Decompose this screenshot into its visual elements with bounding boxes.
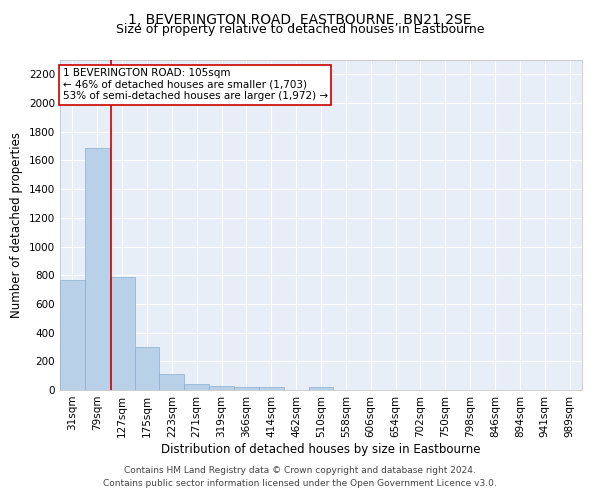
Bar	[134, 347, 160, 390]
Bar	[85, 148, 110, 390]
Bar	[110, 276, 134, 390]
X-axis label: Distribution of detached houses by size in Eastbourne: Distribution of detached houses by size …	[161, 442, 481, 456]
Bar	[209, 386, 234, 390]
Text: Contains HM Land Registry data © Crown copyright and database right 2024.
Contai: Contains HM Land Registry data © Crown c…	[103, 466, 497, 487]
Bar	[184, 384, 209, 390]
Bar	[234, 387, 259, 390]
Bar	[60, 280, 85, 390]
Bar	[259, 387, 284, 390]
Bar	[160, 374, 184, 390]
Text: 1, BEVERINGTON ROAD, EASTBOURNE, BN21 2SE: 1, BEVERINGTON ROAD, EASTBOURNE, BN21 2S…	[128, 12, 472, 26]
Text: 1 BEVERINGTON ROAD: 105sqm
← 46% of detached houses are smaller (1,703)
53% of s: 1 BEVERINGTON ROAD: 105sqm ← 46% of deta…	[62, 68, 328, 102]
Bar	[308, 387, 334, 390]
Text: Size of property relative to detached houses in Eastbourne: Size of property relative to detached ho…	[116, 22, 484, 36]
Y-axis label: Number of detached properties: Number of detached properties	[10, 132, 23, 318]
